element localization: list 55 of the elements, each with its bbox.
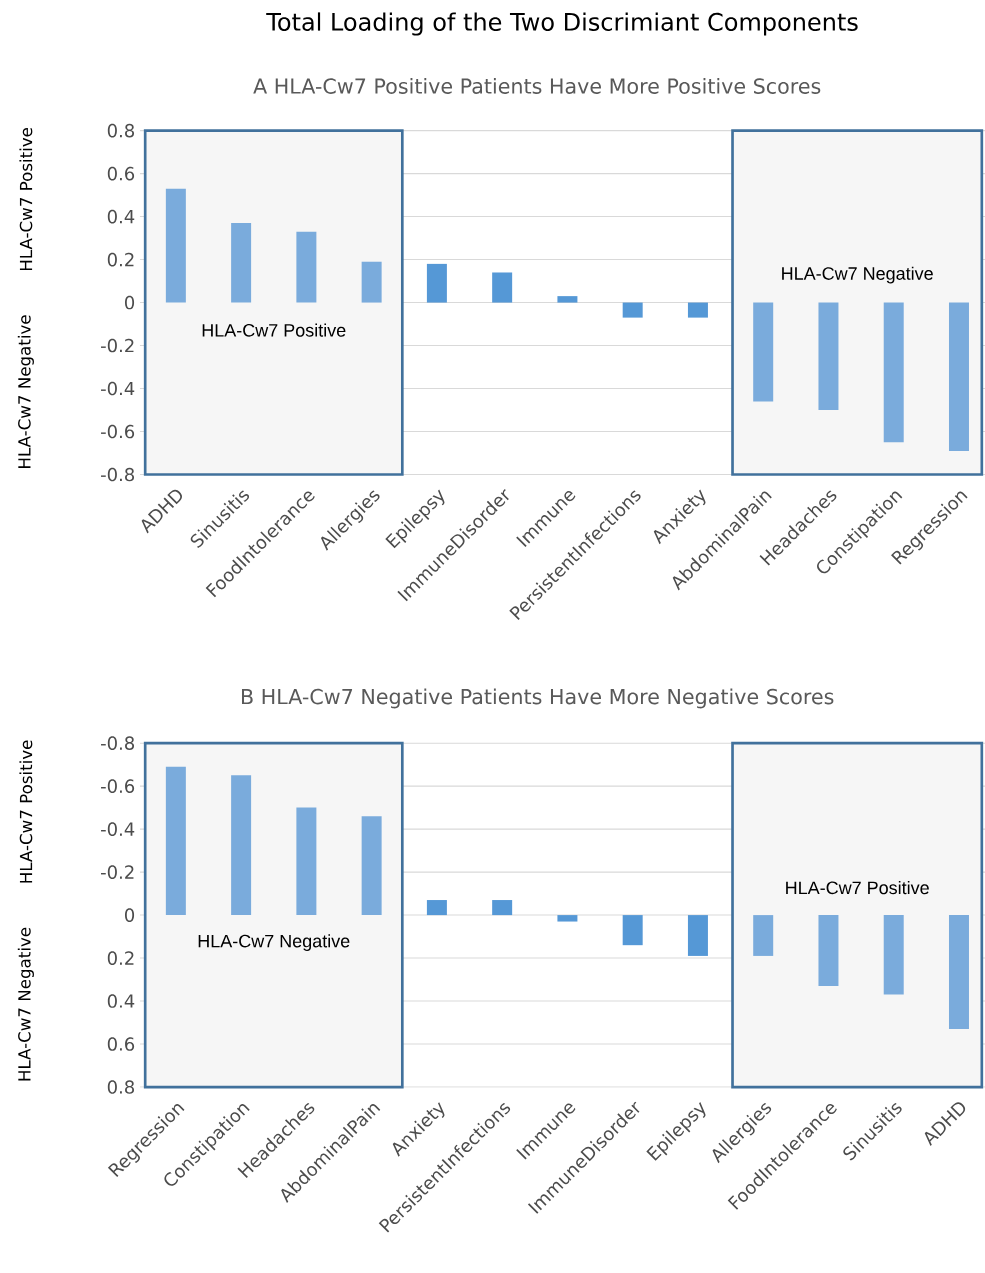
- bar: [687, 915, 708, 956]
- bar: [622, 302, 643, 318]
- y-tick-label: 0.6: [107, 1037, 135, 1051]
- bar: [883, 302, 904, 443]
- bar: [557, 296, 578, 303]
- text: HLA-Cw7 Positive: [19, 127, 33, 271]
- bar: [492, 272, 513, 303]
- y-tick-label: 0.8: [107, 123, 134, 138]
- bar: [231, 775, 252, 916]
- bar: [687, 302, 708, 318]
- bar: [753, 302, 774, 402]
- y-tick-label: -0.2: [100, 865, 134, 879]
- bar: [361, 261, 382, 303]
- y-tick-label: -0.4: [100, 381, 135, 396]
- bar: [557, 915, 578, 922]
- y-tick-label: 0.4: [107, 994, 135, 1008]
- y-tick-label: 0.2: [107, 951, 134, 965]
- band-label: HLA-Cw7 Positive: [202, 323, 346, 337]
- bar: [818, 915, 839, 987]
- chart-title: Total Loading of the Two Discrimiant Components: [266, 12, 858, 36]
- y-tick-label: -0.2: [100, 338, 134, 353]
- bar: [948, 915, 969, 1030]
- bar: [622, 915, 643, 946]
- text: HLA-Cw7 Negative: [17, 315, 34, 468]
- bar: [948, 302, 969, 451]
- bar: [426, 263, 447, 303]
- band-label: HLA-Cw7 Positive: [786, 880, 929, 895]
- bar: [361, 816, 382, 916]
- y-tick-label: -0.6: [100, 779, 135, 793]
- bar: [231, 223, 252, 303]
- y-tick-label: -0.4: [100, 822, 135, 836]
- bar: [426, 900, 447, 916]
- y-tick-label: 0: [124, 908, 135, 922]
- y-tick-label: 0.6: [107, 166, 135, 181]
- y-tick-label: 0.4: [107, 209, 135, 224]
- chart-subtitle: B HLA-Cw7 Negative Patients Have More Negative Scores: [241, 688, 834, 709]
- y-tick-label: -0.8: [100, 467, 134, 482]
- text: HLA-Cw7 Negative: [17, 927, 34, 1081]
- bar: [492, 900, 513, 916]
- bar: [296, 807, 317, 916]
- bar: [165, 766, 186, 916]
- band-label: HLA-Cw7 Negative: [198, 934, 350, 951]
- bar: [818, 302, 839, 411]
- bar: [165, 188, 186, 303]
- y-tick-label: -0.8: [100, 736, 134, 750]
- bar: [883, 915, 904, 995]
- y-tick-label: -0.6: [100, 424, 135, 439]
- bar: [753, 915, 774, 956]
- y-tick-label: 0.2: [107, 252, 134, 267]
- text: HLA-Cw7 Positive: [19, 740, 33, 883]
- bar: [296, 231, 317, 303]
- chart-subtitle: A HLA-Cw7 Positive Patients Have More Positive Scores: [253, 77, 821, 94]
- y-tick-label: 0.8: [107, 1080, 134, 1094]
- y-tick-label: 0: [124, 295, 135, 310]
- band-label: HLA-Cw7 Negative: [782, 266, 933, 284]
